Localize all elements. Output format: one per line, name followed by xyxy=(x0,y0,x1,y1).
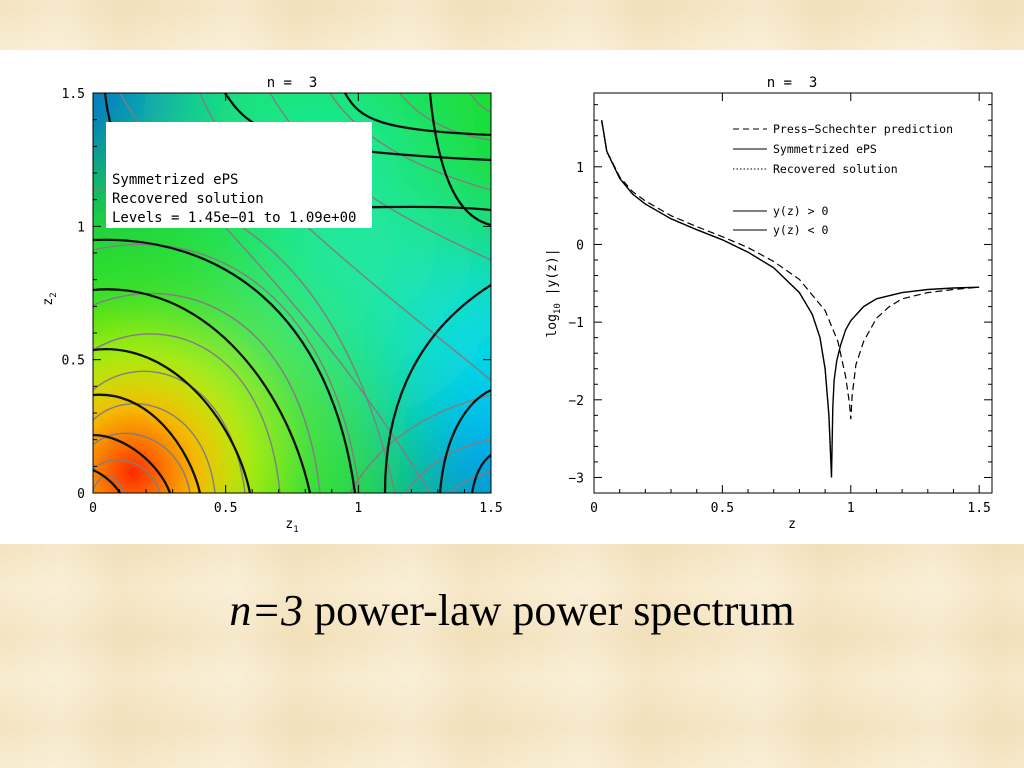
line-title: n = 3 xyxy=(767,75,818,91)
heatmap-xtick-label: 0.5 xyxy=(214,501,237,516)
heatmap-ylabel: z2 xyxy=(41,292,59,305)
figure-svg: n = 3 xyxy=(41,75,993,535)
series-line-2 xyxy=(601,121,833,470)
heatmap-xtick-label: 0 xyxy=(89,501,97,516)
line-ylabel-rest: |y(z)| xyxy=(545,248,560,303)
line-ytick-label: −3 xyxy=(568,471,584,486)
line-chart: n = 3 0 0.5 1 1.510−1−2−3 Press−Schechter p… xyxy=(545,75,993,532)
line-ytick-label: −2 xyxy=(568,394,584,409)
line-xtick-label: 0.5 xyxy=(711,501,734,516)
line-axes: 0 0.5 1 1.5 1 0 −1 −2 −3 xyxy=(568,93,992,516)
heatmap-chart: n = 3 xyxy=(41,75,503,535)
caption-italic: n=3 xyxy=(229,586,304,635)
heatmap-axes: 0 0.5 1 1.5 0 0.5 1 1.5 xyxy=(62,87,503,516)
legend-negative-label: y(z) < 0 xyxy=(773,223,828,237)
series-line-0 xyxy=(601,120,980,420)
line-ylabel: log10 |y(z)| xyxy=(545,248,563,337)
heatmap-xtick-label: 1 xyxy=(354,501,362,516)
heatmap-xlabel: z1 xyxy=(285,517,298,535)
heatmap-xtick-label: 1.5 xyxy=(479,501,502,516)
heatmap-ytick-label: 0 xyxy=(77,487,85,502)
heatmap-ylabel-sub: 2 xyxy=(49,292,59,297)
heatmap-frame xyxy=(92,92,492,494)
series-line-1 xyxy=(601,120,980,478)
heatmap-legend: Symmetrized ePS Recovered solution Level… xyxy=(106,122,372,228)
line-series xyxy=(601,120,980,478)
heatmap-field: Symmetrized ePS Recovered solution Level… xyxy=(93,93,491,493)
line-xtick-label: 1 xyxy=(847,501,855,516)
heatmap-xlabel-sub: 1 xyxy=(293,525,298,535)
figure-panel: n = 3 xyxy=(0,50,1024,544)
heatmap-ytick-label: 1.5 xyxy=(62,87,85,102)
legend-symmetrized-label: Symmetrized ePS xyxy=(112,172,238,188)
legend-recovered-solution-label: Recovered solution xyxy=(773,162,898,176)
legend-press-schechter-label: Press−Schechter prediction xyxy=(773,122,953,136)
line-xtick-label: 1.5 xyxy=(967,501,990,516)
legend-levels-label: Levels = 1.45e−01 to 1.09e+00 xyxy=(112,210,356,226)
line-ytick-label: 0 xyxy=(576,238,584,253)
legend-positive-label: y(z) > 0 xyxy=(773,204,828,218)
line-xtick-label: 0 xyxy=(590,501,598,516)
slide-caption: n=3 power-law power spectrum xyxy=(0,585,1024,636)
legend-recovered-label: Recovered solution xyxy=(112,191,264,207)
line-legend: Press−Schechter prediction Symmetrized e… xyxy=(733,122,953,237)
line-ylabel-sub: 10 xyxy=(553,303,563,314)
caption-rest: power-law power spectrum xyxy=(303,586,795,635)
line-xlabel: z xyxy=(788,517,796,532)
heatmap-title: n = 3 xyxy=(267,75,318,91)
heatmap-ytick-label: 0.5 xyxy=(62,354,85,369)
line-ytick-label: 1 xyxy=(576,161,584,176)
legend-symmetrized-eps-label: Symmetrized ePS xyxy=(773,142,877,156)
line-ytick-label: −1 xyxy=(568,316,584,331)
heatmap-ytick-label: 1 xyxy=(77,220,85,235)
